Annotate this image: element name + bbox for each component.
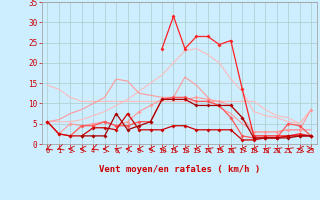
X-axis label: Vent moyen/en rafales ( km/h ): Vent moyen/en rafales ( km/h ) <box>99 165 260 174</box>
